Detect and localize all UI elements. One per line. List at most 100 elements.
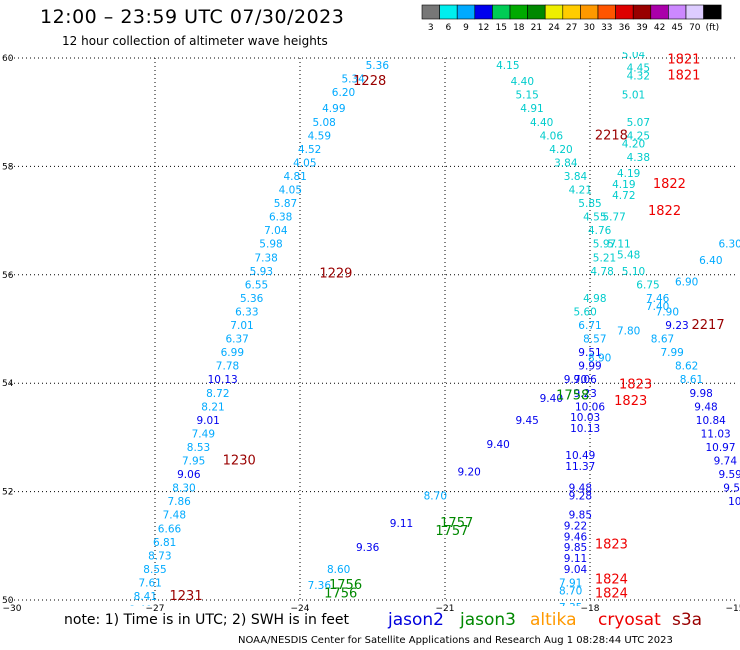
data-point-label: 9.11 xyxy=(564,553,587,565)
colorbar-label: 36 xyxy=(619,23,631,33)
data-point-label: 4.19 xyxy=(612,179,635,191)
data-point-label: 6.99 xyxy=(221,347,244,359)
data-point-label: 8.57 xyxy=(583,334,606,346)
data-point-label: 5.34 xyxy=(341,73,365,85)
data-point-label: 7.38 xyxy=(254,252,277,264)
data-point-label: 5.08 xyxy=(312,117,335,129)
data-point-label: 8.73 xyxy=(148,550,171,562)
data-point-label: 5.15 xyxy=(515,90,538,102)
data-point-label: 7.90 xyxy=(656,306,679,318)
data-point-label: 6.71 xyxy=(578,320,601,332)
data-point-label: 5.77 xyxy=(602,212,625,224)
data-point-label: 5.10 xyxy=(622,266,645,278)
data-point-label: 4.99 xyxy=(322,103,345,115)
colorbar-swatch xyxy=(439,4,458,20)
data-point-label: 10.13 xyxy=(570,423,600,435)
data-point-label: 8.62 xyxy=(675,361,698,373)
pass-time-label: 1231 xyxy=(170,589,203,604)
data-point-label: 10.49 xyxy=(565,450,595,462)
colorbar-label: 70 xyxy=(689,23,701,33)
data-point-label: 7.40 xyxy=(646,301,669,313)
data-point-label: 9.85 xyxy=(569,510,592,522)
data-point-label: 7.49 xyxy=(192,428,215,440)
data-point-label: 9.23 xyxy=(573,388,596,400)
colorbar-label: 3 xyxy=(428,23,434,33)
y-tick-label: 54 xyxy=(2,379,14,389)
data-point-label: 9.59 xyxy=(718,469,740,481)
data-point-label: 9.40 xyxy=(486,439,509,451)
data-point-label: 6.75 xyxy=(636,279,659,291)
y-tick-label: 52 xyxy=(2,488,13,498)
data-point-label: 4.05 xyxy=(293,157,316,169)
data-point-label: 7.78 xyxy=(216,361,239,373)
data-point-label: 5.97 xyxy=(593,239,616,251)
data-point-label: 4.06 xyxy=(540,130,564,142)
data-point-label: 9.06 xyxy=(573,374,597,386)
pass-time-label: 1822 xyxy=(653,177,686,192)
data-point-label: 9.98 xyxy=(689,388,712,400)
data-point-label: 6.55 xyxy=(245,279,268,291)
data-point-label: 5.98 xyxy=(259,239,282,251)
pass-time-label: 1823 xyxy=(614,394,647,409)
chart-axes: −30 −27 −24 −21 −18 −15 50 52 54 56 58 60 xyxy=(2,54,740,614)
colorbar-swatch xyxy=(421,4,440,20)
page-subtitle: 12 hour collection of altimeter wave hei… xyxy=(62,34,328,48)
data-point-label: 4.19 xyxy=(617,168,640,180)
data-point-label: 4.98 xyxy=(583,293,606,305)
data-point-label: 5.48 xyxy=(617,250,640,262)
data-point-label: 8.41 xyxy=(134,591,157,603)
data-point-label: 8.61 xyxy=(680,374,703,386)
data-point-label: 9.70 xyxy=(564,374,587,386)
data-point-label: 9.22 xyxy=(564,521,587,533)
colorbar-swatch xyxy=(527,4,546,20)
data-point-label: 8.79 xyxy=(119,645,142,650)
data-point-label: 10.97 xyxy=(705,442,735,454)
data-point-label: 10.06 xyxy=(575,401,605,413)
pass-time-label: 1824 xyxy=(595,573,628,588)
data-point-label: 5.21 xyxy=(593,252,616,264)
pass-time-label: 1823 xyxy=(595,538,628,553)
data-point-label: 8.21 xyxy=(201,401,224,413)
x-tick-label: −15 xyxy=(726,604,740,614)
data-point-label: 5.36 xyxy=(366,60,390,72)
data-point-label: 9.85 xyxy=(564,542,587,554)
data-point-label: 7.46 xyxy=(646,293,670,305)
data-point-label: 4.05 xyxy=(279,185,302,197)
data-point-label: 9.20 xyxy=(457,466,480,478)
data-point-label: 4.91 xyxy=(520,103,543,115)
data-point-label: 6.20 xyxy=(332,87,355,99)
x-tick-label: −24 xyxy=(291,604,310,614)
data-point-label: 4.38 xyxy=(627,152,650,164)
colorbar-label: 24 xyxy=(548,23,560,33)
colorbar-swatch xyxy=(492,4,511,20)
data-point-label: 9.48 xyxy=(569,483,592,495)
data-point-label: 8.55 xyxy=(143,564,166,576)
data-point-label: 5.87 xyxy=(274,198,297,210)
data-point-label: 9.06 xyxy=(177,469,201,481)
legend-s3a: s3a xyxy=(672,610,703,630)
data-point-label: 5.01 xyxy=(622,90,645,102)
pass-time-label: 1821 xyxy=(667,52,700,67)
pass-time-label: 1822 xyxy=(648,204,681,219)
pass-time-label: 1756 xyxy=(324,586,357,601)
data-point-label: 5.60 xyxy=(573,306,596,318)
pass-time-label: 2217 xyxy=(692,318,725,333)
colorbar-swatch xyxy=(544,4,564,20)
data-point-label: 4.72 xyxy=(612,190,635,202)
colorbar-label: 21 xyxy=(531,23,542,33)
data-point-label: 10.0 xyxy=(728,496,740,508)
data-point-label: 8.60 xyxy=(327,564,350,576)
x-tick-label: −30 xyxy=(3,604,22,614)
swh-colorbar: 3 6 9 12 15 18 21 24 27 30 33 36 39 42 45 70 (ft) xyxy=(421,4,722,33)
data-point-label: 9.45 xyxy=(515,415,538,427)
data-point-label: 6.81 xyxy=(153,537,176,549)
data-point-label: 9.04 xyxy=(564,564,588,576)
y-tick-label: 50 xyxy=(2,596,14,606)
colorbar-label: 39 xyxy=(636,23,648,33)
data-point-label: 5.85 xyxy=(578,198,601,210)
pass-time-label: 1757 xyxy=(440,516,473,531)
colorbar-swatch xyxy=(456,4,476,20)
data-point-label: 4.76 xyxy=(588,225,612,237)
